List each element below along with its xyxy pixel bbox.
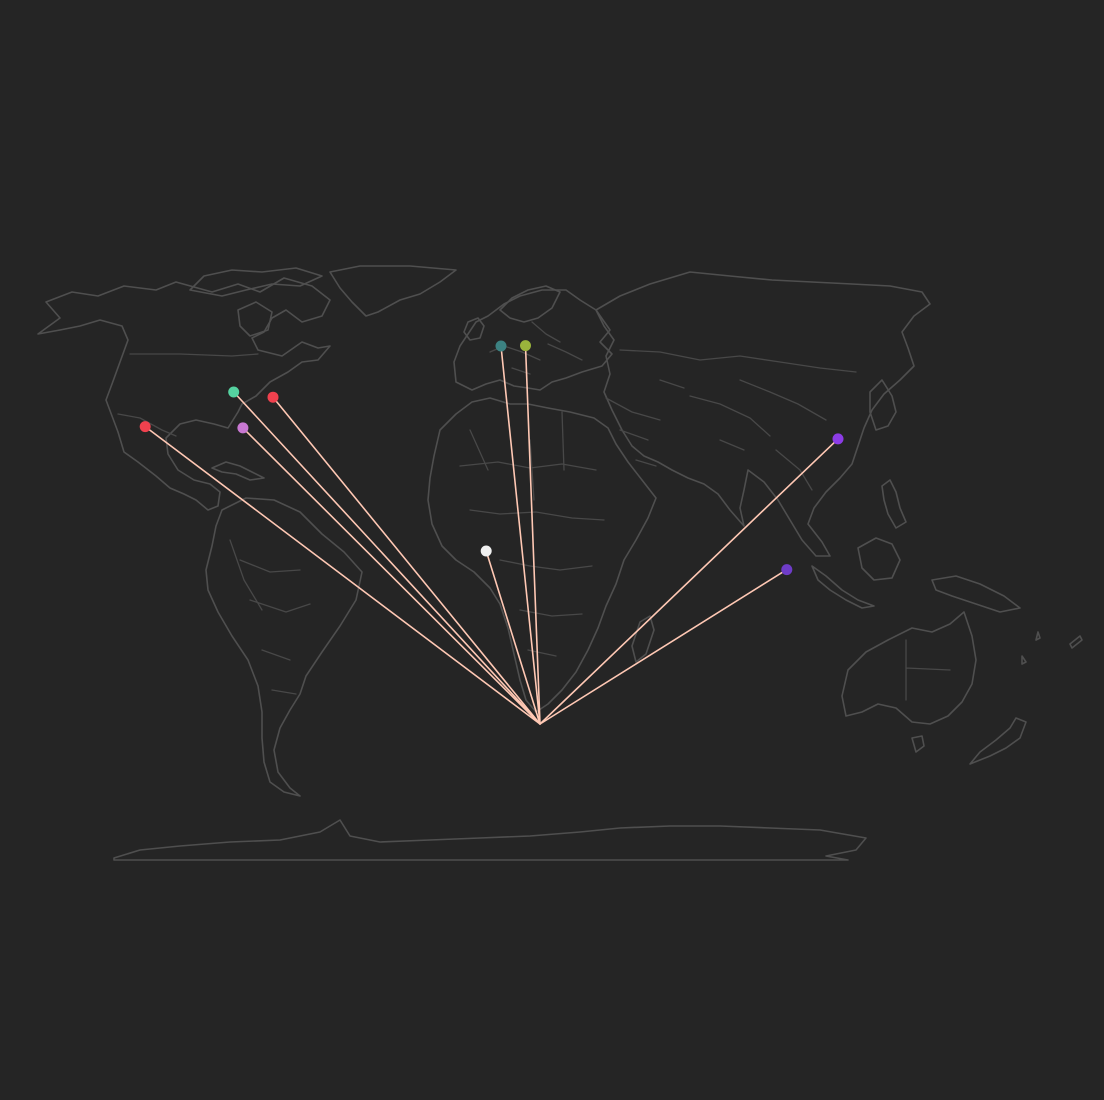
continent-asia bbox=[595, 271, 931, 557]
marker-singapore[interactable] bbox=[781, 564, 793, 576]
pacific-islands bbox=[1021, 631, 1083, 665]
madagascar bbox=[631, 615, 655, 663]
marker-accra[interactable] bbox=[480, 545, 492, 557]
borders-australia bbox=[905, 639, 951, 701]
marker-chicago[interactable] bbox=[228, 386, 240, 398]
route-line-shanghai bbox=[539, 438, 839, 725]
tasmania bbox=[911, 735, 925, 753]
marker-shanghai[interactable] bbox=[832, 433, 844, 445]
continent-europe bbox=[453, 289, 613, 391]
borders-middle-east bbox=[605, 397, 661, 467]
location-markers bbox=[139, 340, 844, 576]
arctic-islands bbox=[189, 267, 323, 297]
route-line-los-angeles bbox=[144, 425, 541, 725]
country-borders bbox=[117, 321, 951, 701]
indonesia-west bbox=[811, 565, 875, 609]
route-line-new-york bbox=[272, 396, 541, 725]
continent-north-america bbox=[37, 277, 331, 511]
philippines bbox=[881, 479, 907, 529]
marker-los-angeles[interactable] bbox=[139, 421, 151, 433]
land-outlines bbox=[37, 265, 1083, 861]
new-guinea bbox=[931, 575, 1021, 613]
continent-australia bbox=[841, 611, 977, 725]
hudson-bay bbox=[237, 301, 273, 337]
border-canada-usa bbox=[129, 353, 259, 357]
greenland bbox=[329, 265, 457, 317]
marker-berlin[interactable] bbox=[520, 340, 531, 352]
great-britain bbox=[463, 317, 485, 341]
continent-south-america bbox=[205, 497, 363, 797]
marker-atlanta[interactable] bbox=[237, 422, 249, 434]
japan bbox=[869, 379, 897, 431]
route-lines bbox=[144, 344, 839, 725]
borders-europe bbox=[489, 321, 583, 375]
caribbean-islands bbox=[211, 461, 265, 481]
borders-south-america bbox=[229, 539, 311, 695]
new-zealand bbox=[969, 717, 1027, 765]
route-line-chicago bbox=[232, 391, 541, 725]
scandinavia bbox=[499, 285, 561, 323]
continent-africa bbox=[427, 397, 657, 713]
marker-new-york[interactable] bbox=[267, 391, 279, 403]
border-usa-mexico bbox=[117, 413, 177, 437]
route-line-amsterdam bbox=[500, 345, 541, 725]
marker-amsterdam[interactable] bbox=[495, 340, 507, 352]
borneo bbox=[857, 537, 901, 581]
route-line-accra bbox=[485, 550, 541, 725]
antarctica bbox=[113, 819, 867, 861]
route-line-atlanta bbox=[242, 427, 541, 725]
route-line-singapore bbox=[539, 568, 788, 725]
route-line-berlin bbox=[524, 344, 541, 725]
borders-asia bbox=[619, 349, 857, 491]
